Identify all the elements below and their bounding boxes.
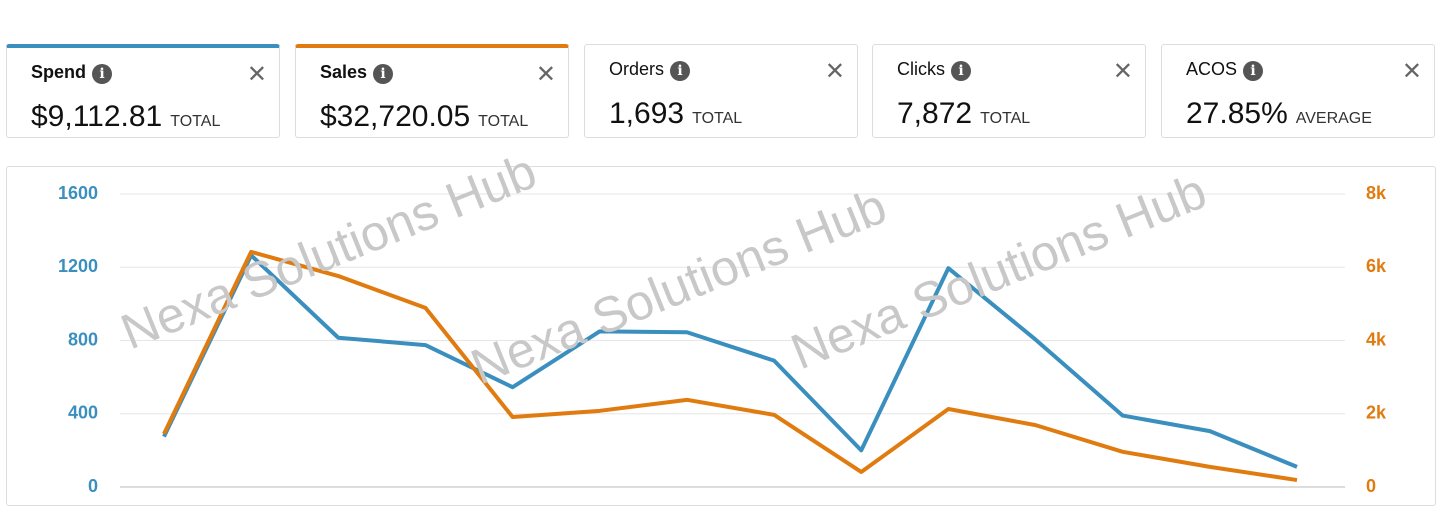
card-unit: TOTAL — [170, 113, 221, 130]
y-tick-label: 1200 — [58, 256, 98, 276]
y-tick-label: 1600 — [58, 183, 98, 203]
card-label: Spend — [31, 62, 87, 82]
metric-card[interactable]: Sales i ✕ $32,720.05 TOTAL — [295, 44, 569, 138]
card-value: 1,693 TOTAL — [609, 97, 742, 131]
close-button[interactable]: ✕ — [1401, 58, 1422, 85]
card-value: $32,720.05 TOTAL — [320, 100, 528, 134]
info-icon[interactable]: i — [1243, 61, 1263, 81]
close-button[interactable]: ✕ — [535, 61, 556, 88]
metric-card[interactable]: Spend i ✕ $9,112.81 TOTAL — [6, 44, 280, 138]
close-button[interactable]: ✕ — [246, 61, 267, 88]
card-value: $9,112.81 TOTAL — [31, 100, 220, 134]
info-icon[interactable]: i — [951, 61, 971, 81]
y2-tick-label: 2k — [1366, 403, 1387, 423]
card-value: 7,872 TOTAL — [897, 97, 1030, 131]
metric-card[interactable]: Orders i ✕ 1,693 TOTAL — [584, 44, 858, 138]
info-icon[interactable]: i — [670, 61, 690, 81]
card-unit: TOTAL — [692, 110, 743, 127]
card-label: ACOS — [1186, 59, 1238, 79]
metric-card[interactable]: ACOS i ✕ 27.85% AVERAGE — [1161, 44, 1435, 138]
card-unit: TOTAL — [478, 113, 529, 130]
series-line — [162, 253, 1298, 469]
y-tick-label: 800 — [68, 329, 98, 349]
card-unit: TOTAL — [980, 110, 1031, 127]
card-value-text: $32,720.05 — [320, 100, 471, 133]
y2-tick-label: 6k — [1366, 256, 1387, 276]
y-tick-label: 400 — [68, 403, 98, 423]
y2-tick-label: 4k — [1366, 329, 1387, 349]
y2-tick-label: 0 — [1366, 476, 1376, 496]
y2-tick-label: 8k — [1366, 183, 1387, 203]
card-value: 27.85% AVERAGE — [1186, 97, 1372, 131]
card-label: Clicks — [897, 59, 945, 79]
card-label: Sales — [320, 62, 368, 82]
card-value-text: 1,693 — [609, 97, 685, 130]
series-line — [162, 249, 1298, 483]
card-label: Orders — [609, 59, 665, 79]
card-unit: AVERAGE — [1295, 110, 1372, 127]
card-value-text: $9,112.81 — [31, 100, 163, 133]
card-value-text: 27.85% — [1186, 97, 1288, 130]
info-icon[interactable]: i — [92, 64, 112, 84]
info-icon[interactable]: i — [373, 64, 393, 84]
close-button[interactable]: ✕ — [824, 58, 845, 85]
y-tick-label: 0 — [88, 476, 98, 496]
card-value-text: 7,872 — [897, 97, 973, 130]
close-button[interactable]: ✕ — [1112, 58, 1133, 85]
metric-card[interactable]: Clicks i ✕ 7,872 TOTAL — [872, 44, 1146, 138]
